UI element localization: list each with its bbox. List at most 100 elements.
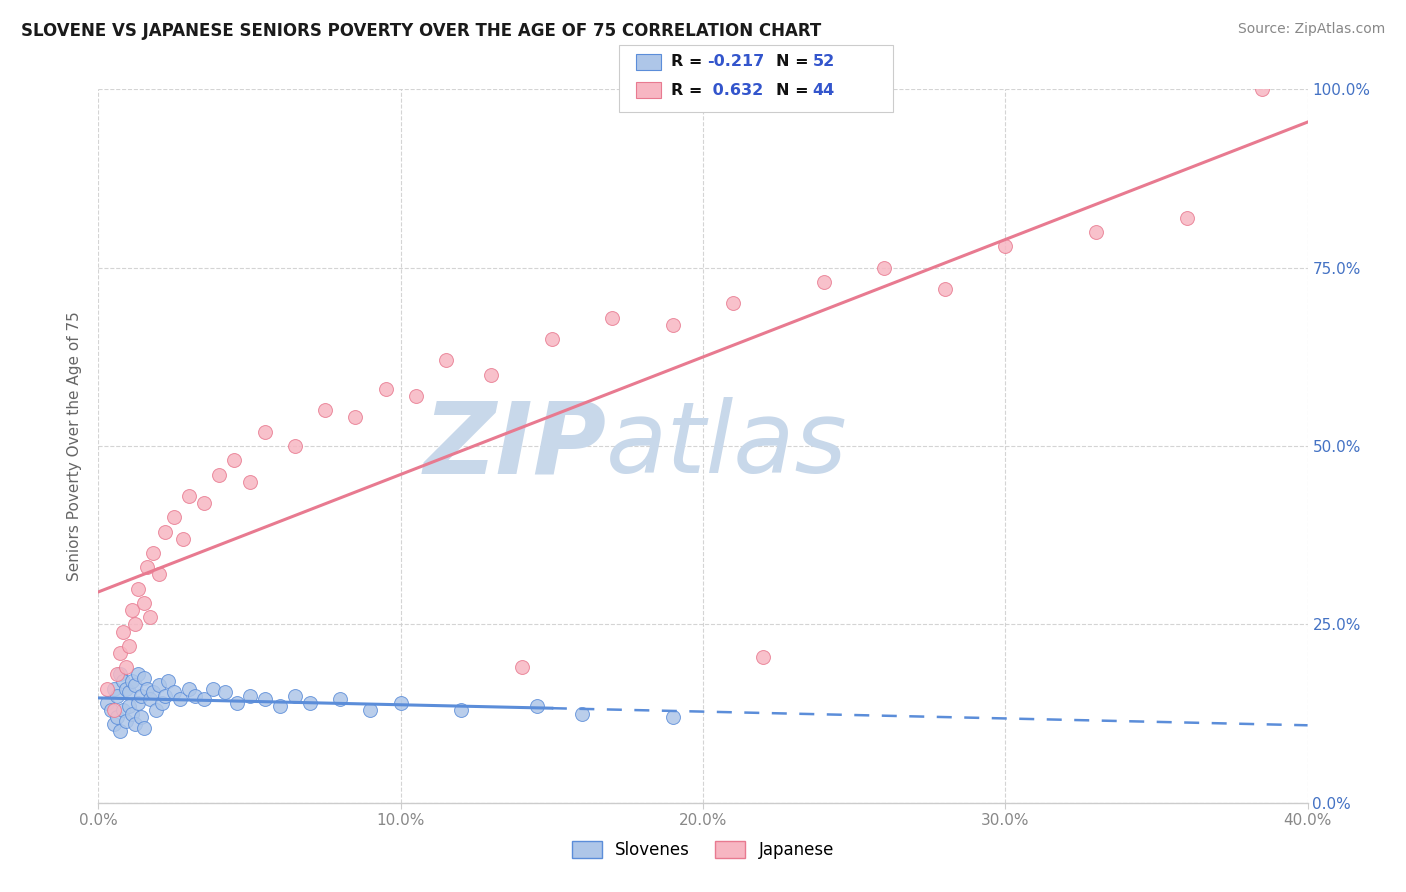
- Point: [374, 382, 396, 396]
- Point: [108, 724, 131, 739]
- Point: [153, 689, 176, 703]
- Text: atlas: atlas: [606, 398, 848, 494]
- Point: [184, 689, 207, 703]
- Point: [934, 282, 956, 296]
- Point: [526, 699, 548, 714]
- Point: [108, 667, 131, 681]
- Point: [253, 425, 276, 439]
- Point: [96, 696, 118, 710]
- Point: [179, 489, 201, 503]
- Point: [723, 296, 745, 310]
- Point: [1085, 225, 1108, 239]
- Y-axis label: Seniors Poverty Over the Age of 75: Seniors Poverty Over the Age of 75: [67, 311, 83, 581]
- Text: N =: N =: [776, 54, 814, 69]
- Point: [208, 467, 231, 482]
- Point: [127, 667, 149, 681]
- Point: [118, 699, 141, 714]
- Point: [389, 696, 412, 710]
- Point: [752, 649, 775, 664]
- Point: [150, 696, 173, 710]
- Point: [284, 689, 307, 703]
- Point: [540, 332, 562, 346]
- Point: [142, 546, 165, 560]
- Point: [253, 692, 276, 706]
- Point: [114, 681, 136, 696]
- Point: [163, 685, 186, 699]
- Point: [139, 692, 162, 706]
- Text: R =: R =: [671, 83, 707, 97]
- Point: [153, 524, 176, 539]
- Point: [813, 275, 835, 289]
- Point: [114, 714, 136, 728]
- Point: [202, 681, 225, 696]
- Point: [193, 496, 215, 510]
- Point: [121, 603, 143, 617]
- Point: [1251, 82, 1274, 96]
- Text: ZIP: ZIP: [423, 398, 606, 494]
- Point: [114, 660, 136, 674]
- Point: [510, 660, 533, 674]
- Point: [111, 703, 134, 717]
- Point: [103, 703, 125, 717]
- Point: [132, 721, 155, 735]
- Text: Source: ZipAtlas.com: Source: ZipAtlas.com: [1237, 22, 1385, 37]
- Point: [661, 318, 683, 332]
- Point: [434, 353, 457, 368]
- Point: [118, 685, 141, 699]
- Point: [360, 703, 382, 717]
- Text: 44: 44: [813, 83, 835, 97]
- Point: [163, 510, 186, 524]
- Point: [269, 699, 291, 714]
- Text: N =: N =: [776, 83, 814, 97]
- Point: [129, 710, 152, 724]
- Text: 0.632: 0.632: [707, 83, 763, 97]
- Point: [405, 389, 427, 403]
- Point: [344, 410, 367, 425]
- Point: [105, 667, 128, 681]
- Point: [142, 685, 165, 699]
- Point: [224, 453, 246, 467]
- Point: [169, 692, 191, 706]
- Point: [121, 706, 143, 721]
- Point: [314, 403, 336, 417]
- Point: [118, 639, 141, 653]
- Point: [105, 710, 128, 724]
- Point: [105, 689, 128, 703]
- Legend: Slovenes, Japanese: Slovenes, Japanese: [565, 834, 841, 866]
- Text: -0.217: -0.217: [707, 54, 765, 69]
- Point: [214, 685, 236, 699]
- Point: [602, 310, 624, 325]
- Point: [135, 560, 157, 574]
- Point: [108, 646, 131, 660]
- Point: [299, 696, 322, 710]
- Point: [139, 610, 162, 624]
- Point: [127, 696, 149, 710]
- Point: [226, 696, 249, 710]
- Point: [145, 703, 167, 717]
- Text: SLOVENE VS JAPANESE SENIORS POVERTY OVER THE AGE OF 75 CORRELATION CHART: SLOVENE VS JAPANESE SENIORS POVERTY OVER…: [21, 22, 821, 40]
- Text: R =: R =: [671, 54, 707, 69]
- Point: [111, 624, 134, 639]
- Point: [135, 681, 157, 696]
- Point: [239, 475, 262, 489]
- Point: [100, 703, 122, 717]
- Point: [994, 239, 1017, 253]
- Point: [127, 582, 149, 596]
- Point: [172, 532, 194, 546]
- Point: [329, 692, 352, 706]
- Point: [1175, 211, 1198, 225]
- Point: [873, 260, 896, 275]
- Point: [193, 692, 215, 706]
- Text: 52: 52: [813, 54, 835, 69]
- Point: [148, 567, 170, 582]
- Point: [132, 596, 155, 610]
- Point: [103, 681, 125, 696]
- Point: [124, 717, 146, 731]
- Point: [661, 710, 683, 724]
- Point: [121, 674, 143, 689]
- Point: [111, 674, 134, 689]
- Point: [156, 674, 179, 689]
- Point: [481, 368, 503, 382]
- Point: [571, 706, 593, 721]
- Point: [124, 678, 146, 692]
